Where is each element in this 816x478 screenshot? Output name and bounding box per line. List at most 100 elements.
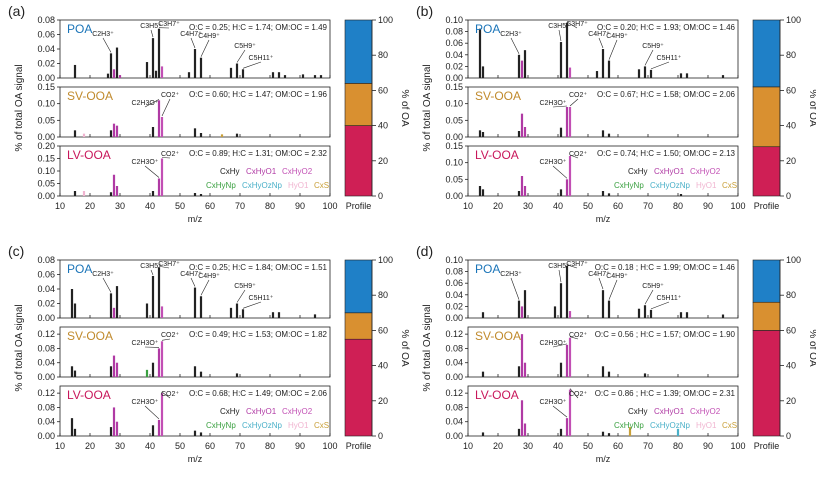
annotation-leader [644, 289, 654, 305]
chart-panel: (a)% of total OA signal 0.000.020.040.060… [8, 3, 410, 224]
subplot-sv-ooa: 0.00 0.05 0.10 0.15 SV-OOA O:C = 0.67; H:C = … [445, 82, 739, 142]
legend-entry: CxHy [220, 407, 240, 416]
profile-segment-lv-ooa [752, 146, 781, 197]
ion-bar [115, 421, 119, 436]
annotation-leader [190, 277, 196, 287]
ion-annotation: C4H9⁺ [198, 273, 220, 280]
factor-label: LV-OOA [475, 148, 519, 162]
ion-bar [568, 67, 572, 78]
y-tick-label: 0.00 [37, 73, 55, 83]
ion-bar [643, 66, 647, 78]
ratio-text: O:C = 0.25; H:C = 1.84; OM:OC = 1.51 [189, 263, 328, 272]
ion-bar [481, 132, 485, 137]
profile-segment-poa [752, 19, 781, 88]
profile-tick-label: 80 [378, 50, 388, 60]
annotation-leader [510, 37, 520, 54]
profile-tick-label: 20 [786, 396, 796, 406]
ion-bar [115, 362, 119, 377]
ion-bar [679, 73, 683, 78]
y-tick-label: 0.15 [445, 82, 463, 92]
ion-bar [601, 431, 605, 436]
ratio-text: O:C = 0.68; H:C = 1.49; OM:OC = 2.06 [189, 389, 328, 398]
ion-bar [607, 371, 611, 377]
profile-segment-sv-ooa [752, 301, 781, 331]
x-tick-label: 40 [145, 441, 155, 451]
ion-bar [520, 400, 524, 436]
legend-entry: CxHyNp [206, 421, 236, 430]
ion-bar [115, 125, 119, 137]
profile-tick-label: 20 [378, 156, 388, 166]
ion-bar [109, 427, 113, 436]
ion-bar [112, 407, 116, 436]
ratio-text: O:C = 0.18 ; H:C = 1.99; OM:OC = 1.46 [595, 263, 736, 272]
subplot-poa: 0.00 0.020.04 0.060.08 0.10 POA O:C = 0.20; H… [445, 15, 739, 83]
annotation-leader [150, 269, 154, 276]
y-tick-label: 0.04 [37, 417, 55, 427]
ion-bar [601, 49, 605, 78]
y-tick-label: 0.04 [445, 290, 463, 300]
ion-bar [109, 366, 113, 377]
legend-entry: HyO1 [696, 421, 717, 430]
subplot-lv-ooa: 0.00 0.05 0.10 0.15 0.20 LV-OOA O:C = 0.89; H:… [37, 141, 331, 201]
profile-tick-label: 100 [378, 255, 393, 265]
annotation-leader [650, 61, 670, 70]
ion-bar [565, 22, 569, 78]
ion-bar [301, 74, 305, 78]
x-tick-label: 90 [295, 441, 305, 451]
y-tick-label: 0.00 [445, 372, 463, 382]
ion-bar [229, 307, 233, 318]
ion-annotation: C2H3⁺ [92, 31, 114, 38]
x-axis-title: m/z [188, 214, 203, 224]
y-tick-label: 0.15 [37, 82, 55, 92]
x-tick-label: 20 [85, 441, 95, 451]
profile-tick-label: 20 [378, 396, 388, 406]
ion-bar [601, 130, 605, 137]
x-tick-label: 60 [613, 441, 623, 451]
annotation-leader [566, 264, 578, 269]
y-tick-label: 0.04 [445, 417, 463, 427]
x-tick-label: 50 [175, 441, 185, 451]
ion-bar [601, 191, 605, 196]
ion-bar [151, 127, 155, 137]
ion-bar [565, 418, 569, 436]
ion-bar [478, 130, 482, 137]
x-tick-label: 70 [643, 441, 653, 451]
profile-segment-poa [344, 19, 373, 84]
annotation-leader [598, 277, 604, 290]
x-tick-label: 40 [553, 441, 563, 451]
ion-bar [70, 366, 74, 377]
ion-bar [319, 75, 323, 78]
y-tick-label: 0.00 [37, 313, 55, 323]
ion-bar [523, 362, 527, 377]
x-axis-title: m/z [188, 454, 203, 464]
ion-bar [193, 128, 197, 137]
profile-tick-label: 80 [378, 290, 388, 300]
subplot-sv-ooa: 0.00 0.05 0.10 0.15 SV-OOA O:C = 0.60; H:C = … [37, 82, 331, 142]
annotation-leader [161, 391, 171, 399]
ion-bar [109, 293, 113, 318]
legend-entry: CxHyNp [614, 421, 644, 430]
ion-bar [649, 309, 653, 318]
profile-tick-label: 100 [378, 15, 393, 25]
ion-bar [112, 307, 116, 318]
ion-annotation: C2H3O⁺ [131, 100, 158, 107]
ion-bar [517, 54, 521, 78]
ion-bar [520, 113, 524, 137]
ion-bar [568, 389, 572, 436]
factor-label: SV-OOA [67, 329, 113, 343]
ratio-text: O:C = 0.20; H:C = 1.93; OM:OC = 1.46 [597, 23, 736, 32]
y-tick-label: 0.05 [37, 179, 55, 189]
profile-tick-label: 100 [786, 255, 801, 265]
annotation-leader [190, 37, 196, 49]
y-tick-label: 0.00 [445, 431, 463, 441]
ion-bar [643, 373, 647, 377]
panel-label: (d) [416, 243, 433, 259]
x-tick-label: 50 [175, 201, 185, 211]
ion-annotation: C3H7⁺ [158, 21, 180, 28]
y-tick-label: 0.10 [37, 166, 55, 176]
ion-bar [235, 303, 239, 318]
annotation-leader [236, 49, 246, 63]
legend-entry: CxHyOzNp [650, 421, 691, 430]
ion-bar [520, 306, 524, 318]
ion-bar [679, 312, 683, 318]
